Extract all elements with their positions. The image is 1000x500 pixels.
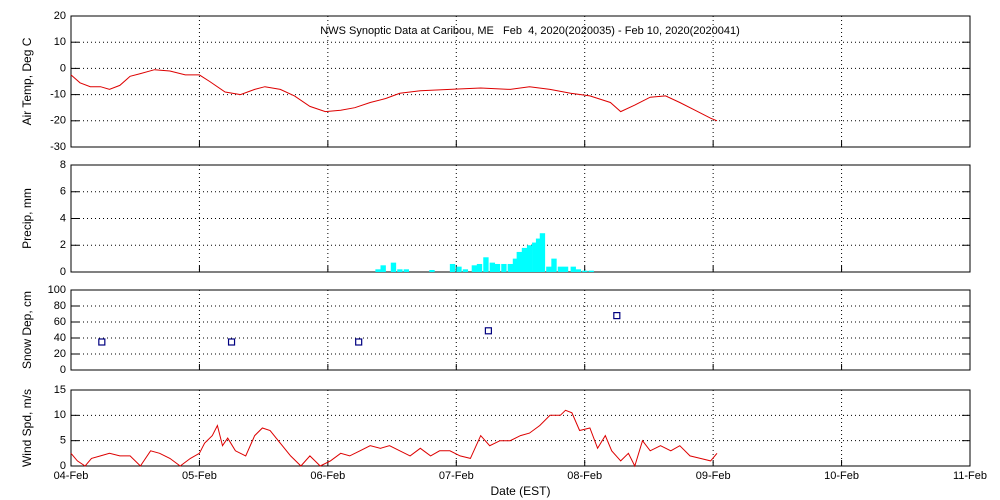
chart-title: NWS Synoptic Data at Caribou, ME Feb 4, … — [320, 25, 739, 37]
y-tick-label: 80 — [54, 300, 66, 312]
bar — [570, 266, 576, 272]
data-line — [70, 409, 718, 468]
bar — [582, 270, 588, 272]
y-tick-label: 15 — [54, 384, 66, 396]
bar — [456, 266, 462, 272]
y-tick-label: 100 — [48, 284, 66, 296]
data-line — [70, 69, 718, 122]
y-tick-label: 6 — [60, 186, 66, 198]
point — [227, 338, 236, 346]
bar — [462, 269, 469, 272]
bar — [501, 263, 507, 272]
y-tick-label: -10 — [50, 89, 66, 101]
y-tick-label: 0 — [60, 266, 66, 278]
bar — [483, 257, 489, 272]
point — [355, 338, 363, 346]
bar — [516, 251, 522, 272]
y-tick-label: -20 — [50, 115, 66, 127]
bar — [489, 262, 496, 272]
y-axis-label: Precip, mm — [20, 188, 34, 249]
bar — [557, 266, 564, 272]
point — [613, 312, 621, 320]
bar — [375, 269, 381, 272]
bar — [507, 263, 514, 272]
plot-frame — [70, 389, 971, 467]
bar — [551, 258, 557, 272]
bar — [526, 245, 533, 272]
y-axis-label: Air Temp, Deg C — [20, 37, 34, 125]
y-tick-label: 5 — [60, 435, 66, 447]
bar — [429, 269, 435, 272]
y-tick-label: -30 — [50, 141, 66, 153]
x-tick-label: 08-Feb — [567, 470, 602, 482]
y-tick-label: 60 — [54, 316, 66, 328]
point — [98, 338, 106, 346]
y-axis-label: Wind Spd, m/s — [20, 389, 34, 467]
y-tick-label: 40 — [54, 332, 66, 344]
x-tick-label: 10-Feb — [824, 470, 859, 482]
y-tick-label: 10 — [54, 36, 66, 48]
y-tick-label: 8 — [60, 159, 66, 171]
y-axis-label: Snow Dep, cm — [20, 291, 34, 369]
x-tick-label: 09-Feb — [696, 470, 731, 482]
y-tick-label: 0 — [60, 62, 66, 74]
bar — [397, 269, 403, 272]
y-tick-label: 2 — [60, 239, 66, 251]
y-tick-label: 4 — [60, 212, 66, 224]
x-tick-label: 11-Feb — [953, 470, 987, 482]
y-tick-label: 20 — [54, 348, 66, 360]
y-tick-label: 20 — [54, 10, 66, 22]
point — [484, 327, 492, 335]
y-tick-label: 10 — [54, 409, 66, 421]
bar — [476, 263, 483, 272]
bar — [403, 269, 409, 272]
bar — [535, 238, 542, 272]
x-tick-label: 04-Feb — [54, 470, 89, 482]
bar — [390, 262, 397, 272]
x-tick-label: 07-Feb — [439, 470, 474, 482]
bar — [494, 263, 501, 272]
plot-frame — [70, 15, 971, 148]
y-tick-label: 0 — [60, 364, 66, 376]
bar — [449, 263, 456, 272]
bar — [588, 270, 594, 272]
bar — [546, 266, 552, 272]
x-tick-label: 05-Feb — [182, 470, 217, 482]
bar — [471, 265, 478, 272]
bar — [512, 258, 519, 272]
bar — [521, 247, 528, 272]
bar — [532, 242, 538, 272]
x-tick-label: 06-Feb — [310, 470, 345, 482]
bar — [575, 269, 582, 272]
bar — [539, 233, 546, 272]
bar — [380, 265, 386, 272]
x-axis-label: Date (EST) — [490, 484, 550, 498]
bar — [562, 266, 569, 272]
y-tick-label: 0 — [60, 460, 66, 472]
